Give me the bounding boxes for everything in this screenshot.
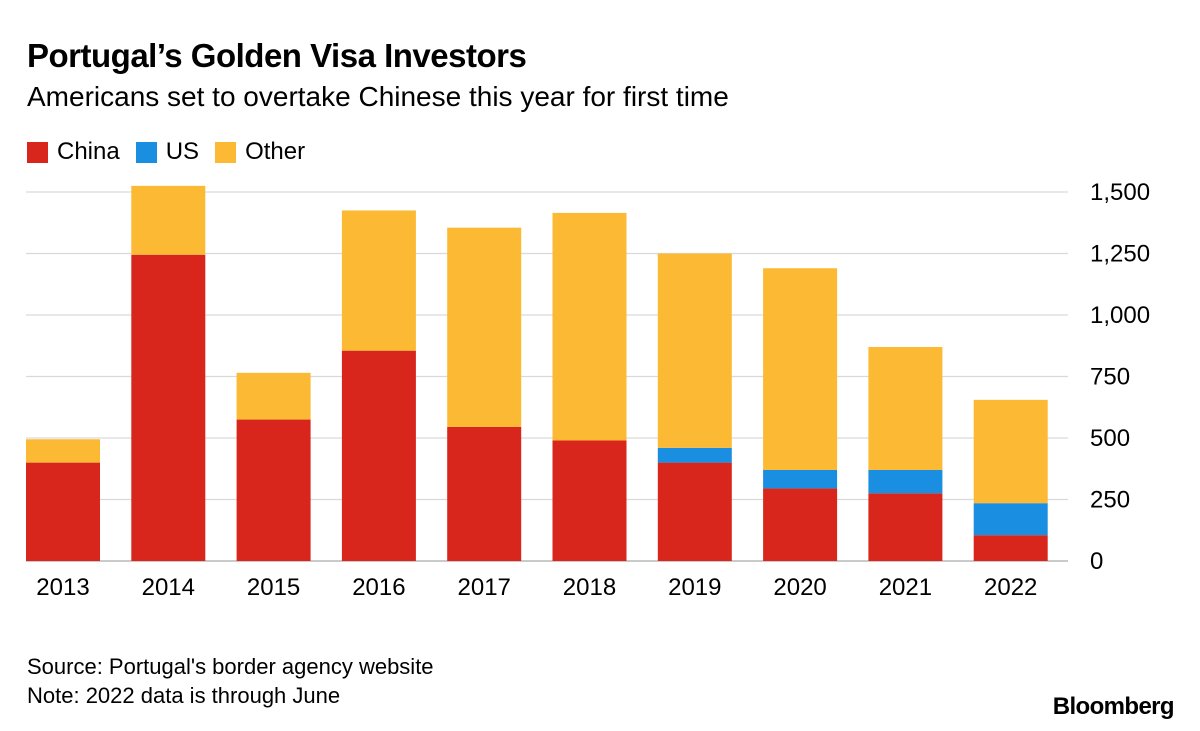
- bar-china-2022: [973, 535, 1048, 561]
- bars: [26, 185, 1048, 561]
- bar-china-2019: [657, 462, 732, 561]
- legend-label-other: Other: [245, 138, 306, 165]
- bar-us-2019: [657, 447, 732, 463]
- legend-label-china: China: [57, 138, 120, 165]
- y-tick-label: 500: [1090, 425, 1130, 452]
- bar-other-2022: [973, 399, 1048, 504]
- bar-other-2015: [236, 372, 311, 420]
- x-axis-ticks: 2013 2014 2015 2016 2017 2018 2019 2020 2021 2022: [36, 574, 1037, 601]
- y-axis-ticks: 0 250 500 750 1,000 1,250 1,500: [1090, 179, 1150, 575]
- bar-china-2017: [447, 426, 522, 561]
- bar-other-2014: [131, 185, 206, 255]
- bar-china-2021: [868, 493, 943, 561]
- x-tick-label: 2015: [247, 574, 300, 601]
- legend-swatch-china: [27, 141, 48, 163]
- legend: China US Other: [27, 136, 321, 168]
- bar-other-2020: [763, 268, 838, 470]
- chart-subtitle: Americans set to overtake Chinese this y…: [27, 81, 729, 112]
- bar-china-2020: [763, 488, 838, 561]
- y-tick-label: 0: [1090, 548, 1103, 575]
- bar-other-2016: [341, 210, 416, 351]
- legend-item-us: US: [135, 138, 200, 166]
- bar-other-2013: [26, 439, 100, 463]
- legend-swatch-other: [215, 141, 237, 163]
- bar-us-2020: [763, 469, 838, 489]
- bar-china-2015: [236, 419, 311, 561]
- source-note: Source: Portugal's border agency website: [27, 654, 434, 679]
- footer: Source: Portugal's border agency website…: [27, 652, 434, 710]
- legend-item-china: China: [27, 138, 120, 166]
- bar-china-2016: [341, 350, 416, 561]
- legend-label-us: US: [165, 138, 200, 165]
- bloomberg-logo: Bloomberg: [1052, 693, 1175, 720]
- bar-other-2017: [447, 227, 522, 427]
- x-tick-label: 2016: [352, 574, 405, 601]
- x-tick-label: 2017: [458, 574, 511, 601]
- y-tick-label: 1,250: [1090, 241, 1150, 268]
- bar-other-2019: [657, 253, 732, 448]
- y-tick-label: 250: [1090, 487, 1130, 514]
- chart-title: Portugal’s Golden Visa Investors: [27, 37, 527, 74]
- y-tick-label: 1,500: [1090, 179, 1150, 206]
- x-tick-label: 2020: [773, 574, 826, 601]
- bar-china-2014: [131, 254, 206, 561]
- y-tick-label: 750: [1090, 364, 1130, 391]
- bar-other-2018: [552, 212, 627, 441]
- bar-china-2013: [26, 462, 100, 561]
- x-tick-label: 2021: [879, 574, 932, 601]
- legend-swatch-us: [135, 141, 157, 163]
- legend-item-other: Other: [215, 138, 305, 166]
- data-note: Note: 2022 data is through June: [27, 683, 341, 708]
- x-tick-label: 2018: [563, 574, 616, 601]
- y-tick-label: 1,000: [1090, 302, 1150, 329]
- x-tick-label: 2013: [36, 574, 89, 601]
- bar-other-2021: [868, 346, 943, 470]
- x-tick-label: 2014: [142, 574, 195, 601]
- x-tick-label: 2019: [668, 574, 721, 601]
- bar-us-2021: [868, 469, 943, 494]
- bar-china-2018: [552, 440, 627, 561]
- bar-us-2022: [973, 503, 1048, 536]
- x-tick-label: 2022: [984, 574, 1037, 601]
